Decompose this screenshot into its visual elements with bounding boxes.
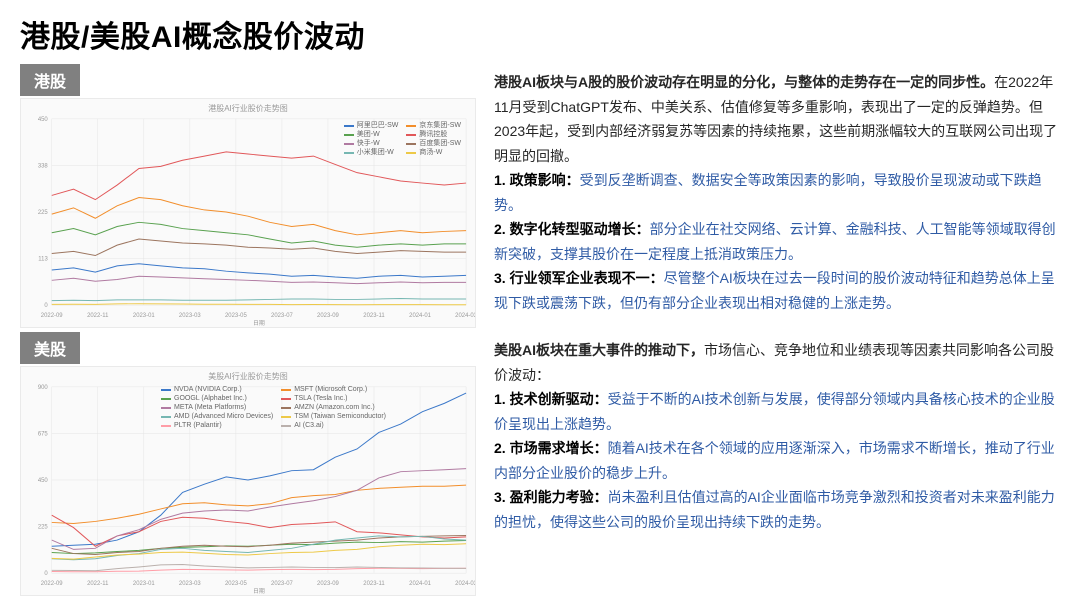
chart-legend: NVDA (NVIDIA Corp.) MSFT (Microsoft Corp.… bbox=[161, 385, 386, 430]
svg-text:2024-01: 2024-01 bbox=[409, 581, 431, 587]
us-section: 美股 美股AI行业股价走势图 2022-09 2022-11 2023-01 2023… bbox=[20, 332, 1060, 596]
svg-text:2023-05: 2023-05 bbox=[225, 581, 247, 587]
svg-text:2023-09: 2023-09 bbox=[317, 581, 339, 587]
legend-item: 小米集团-W bbox=[344, 148, 399, 157]
hk-chart-column: 港股 港股AI行业股价走势图 2022-09 2022-11 2023-01 2023… bbox=[20, 64, 476, 328]
svg-text:2022-11: 2022-11 bbox=[87, 313, 109, 319]
svg-text:2023-03: 2023-03 bbox=[179, 313, 201, 319]
hk-text: 港股AI板块与A股的股价波动存在明显的分化，与整体的走势存在一定的同步性。在20… bbox=[494, 64, 1060, 328]
hk-section: 港股 港股AI行业股价走势图 2022-09 2022-11 2023-01 2023… bbox=[20, 64, 1060, 328]
legend-item: 京东集团-SW bbox=[406, 121, 461, 130]
hk-chart-title: 港股AI行业股价走势图 bbox=[21, 103, 475, 114]
legend-item: 百度集团-SW bbox=[406, 139, 461, 148]
legend-item: TSLA (Tesla Inc.) bbox=[281, 394, 386, 403]
svg-text:338: 338 bbox=[38, 163, 49, 169]
svg-text:450: 450 bbox=[38, 478, 49, 484]
svg-text:225: 225 bbox=[38, 210, 49, 216]
svg-text:2024-03: 2024-03 bbox=[455, 581, 475, 587]
svg-text:113: 113 bbox=[38, 257, 48, 263]
svg-text:2022-09: 2022-09 bbox=[41, 313, 63, 319]
svg-text:2023-03: 2023-03 bbox=[179, 581, 201, 587]
svg-text:675: 675 bbox=[38, 431, 49, 437]
us-text: 美股AI板块在重大事件的推动下，市场信心、竞争地位和业绩表现等因素共同影响各公司… bbox=[494, 332, 1060, 596]
legend-item: AI (C3.ai) bbox=[281, 421, 386, 430]
svg-text:2023-05: 2023-05 bbox=[225, 313, 247, 319]
hk-chart: 港股AI行业股价走势图 2022-09 2022-11 2023-01 2023-03… bbox=[20, 98, 476, 328]
hk-tab-label: 港股 bbox=[20, 64, 80, 96]
svg-text:2023-07: 2023-07 bbox=[271, 581, 293, 587]
svg-text:450: 450 bbox=[38, 117, 49, 123]
svg-text:日期: 日期 bbox=[253, 587, 265, 595]
svg-text:0: 0 bbox=[44, 571, 48, 577]
svg-text:2023-07: 2023-07 bbox=[271, 313, 293, 319]
us-tab-label: 美股 bbox=[20, 332, 80, 364]
us-chart-title: 美股AI行业股价走势图 bbox=[21, 371, 475, 382]
svg-text:2023-09: 2023-09 bbox=[317, 313, 339, 319]
svg-text:225: 225 bbox=[38, 525, 49, 531]
chart-legend: 阿里巴巴-SW 京东集团-SW 美团-W 腾讯控股快手-W 百度集团-SW 小米集团-W 商… bbox=[344, 121, 461, 157]
page-title: 港股/美股AI概念股价波动 bbox=[20, 12, 1060, 56]
svg-text:2023-11: 2023-11 bbox=[363, 313, 385, 319]
legend-item: GOOGL (Alphabet Inc.) bbox=[161, 394, 273, 403]
legend-item: 快手-W bbox=[344, 139, 399, 148]
svg-text:2024-01: 2024-01 bbox=[409, 313, 431, 319]
legend-item: 商汤-W bbox=[406, 148, 461, 157]
svg-text:2022-11: 2022-11 bbox=[87, 581, 109, 587]
legend-item: TSM (Taiwan Semiconductor) bbox=[281, 412, 386, 421]
legend-item: 腾讯控股 bbox=[406, 130, 461, 139]
svg-text:日期: 日期 bbox=[253, 319, 265, 327]
legend-item: PLTR (Palantir) bbox=[161, 421, 273, 430]
svg-text:2023-11: 2023-11 bbox=[363, 581, 385, 587]
legend-item: AMD (Advanced Micro Devices) bbox=[161, 412, 273, 421]
legend-item: META (Meta Platforms) bbox=[161, 403, 273, 412]
legend-item: AMZN (Amazon.com Inc.) bbox=[281, 403, 386, 412]
legend-item: 美团-W bbox=[344, 130, 399, 139]
legend-item: MSFT (Microsoft Corp.) bbox=[281, 385, 386, 394]
us-chart: 美股AI行业股价走势图 2022-09 2022-11 2023-01 2023-03… bbox=[20, 366, 476, 596]
svg-text:2023-01: 2023-01 bbox=[133, 313, 155, 319]
svg-text:2024-03: 2024-03 bbox=[455, 313, 475, 319]
us-chart-column: 美股 美股AI行业股价走势图 2022-09 2022-11 2023-01 2023… bbox=[20, 332, 476, 596]
svg-text:0: 0 bbox=[44, 303, 48, 309]
legend-item: NVDA (NVIDIA Corp.) bbox=[161, 385, 273, 394]
svg-text:2022-09: 2022-09 bbox=[41, 581, 63, 587]
svg-text:2023-01: 2023-01 bbox=[133, 581, 155, 587]
legend-item: 阿里巴巴-SW bbox=[344, 121, 399, 130]
svg-text:900: 900 bbox=[38, 385, 49, 391]
